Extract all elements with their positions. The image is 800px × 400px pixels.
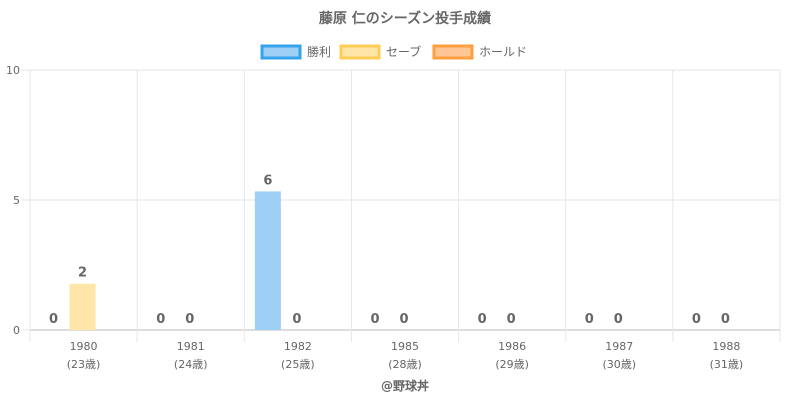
data-label: 0 <box>614 312 623 327</box>
bars <box>69 191 281 330</box>
data-label: 0 <box>49 312 58 327</box>
x-tick-label: 1982 <box>284 340 312 353</box>
axes: 0 5 10 1980 (23歳) 1981 (24歳) 1982 (25歳) 1985 (28歳)… <box>6 64 743 371</box>
data-label: 0 <box>370 312 379 327</box>
legend-swatch-2[interactable] <box>432 44 474 60</box>
bar-勝利-1982[interactable] <box>254 191 281 330</box>
x-tick-sublabel: (31歳) <box>710 358 744 371</box>
data-label: 0 <box>721 312 730 327</box>
legend-label-0[interactable]: 勝利 <box>307 44 331 59</box>
credit-text: @野球丼 <box>381 378 429 393</box>
x-tick-label: 1986 <box>498 340 526 353</box>
y-tick-label: 5 <box>13 194 20 207</box>
x-tick-sublabel: (28歳) <box>388 358 422 371</box>
data-label: 6 <box>263 173 272 188</box>
x-tick-label: 1981 <box>177 340 205 353</box>
data-label: 0 <box>292 312 301 327</box>
x-tick-sublabel: (29歳) <box>495 358 529 371</box>
x-tick-label: 1987 <box>605 340 633 353</box>
chart-title: 藤原 仁のシーズン投手成績 <box>319 10 491 27</box>
data-label: 0 <box>585 312 594 327</box>
x-tick-sublabel: (24歳) <box>174 358 208 371</box>
data-label: 0 <box>507 312 516 327</box>
data-label: 0 <box>399 312 408 327</box>
x-tick-label: 1988 <box>712 340 740 353</box>
data-label: 0 <box>156 312 165 327</box>
data-label: 0 <box>478 312 487 327</box>
legend-swatch-0[interactable] <box>260 44 302 60</box>
x-tick-sublabel: (30歳) <box>602 358 636 371</box>
data-label: 0 <box>692 312 701 327</box>
y-tick-label: 0 <box>13 324 20 337</box>
x-tick-label: 1985 <box>391 340 419 353</box>
x-tick-sublabel: (23歳) <box>67 358 101 371</box>
legend-label-1[interactable]: セーブ <box>386 44 421 59</box>
legend: 勝利 セーブ ホールド <box>260 44 527 60</box>
x-tick-sublabel: (25歳) <box>281 358 315 371</box>
y-tick-label: 10 <box>6 64 20 77</box>
data-label: 0 <box>185 312 194 327</box>
x-tick-label: 1980 <box>70 340 98 353</box>
bar-セーブ-1980[interactable] <box>69 283 96 330</box>
data-label: 2 <box>78 266 87 281</box>
data-labels: 0 2 0 0 6 0 0 0 0 0 0 0 0 0 <box>49 173 730 327</box>
legend-label-2[interactable]: ホールド <box>479 45 527 59</box>
legend-swatch-1[interactable] <box>339 44 381 60</box>
grid <box>29 69 781 342</box>
